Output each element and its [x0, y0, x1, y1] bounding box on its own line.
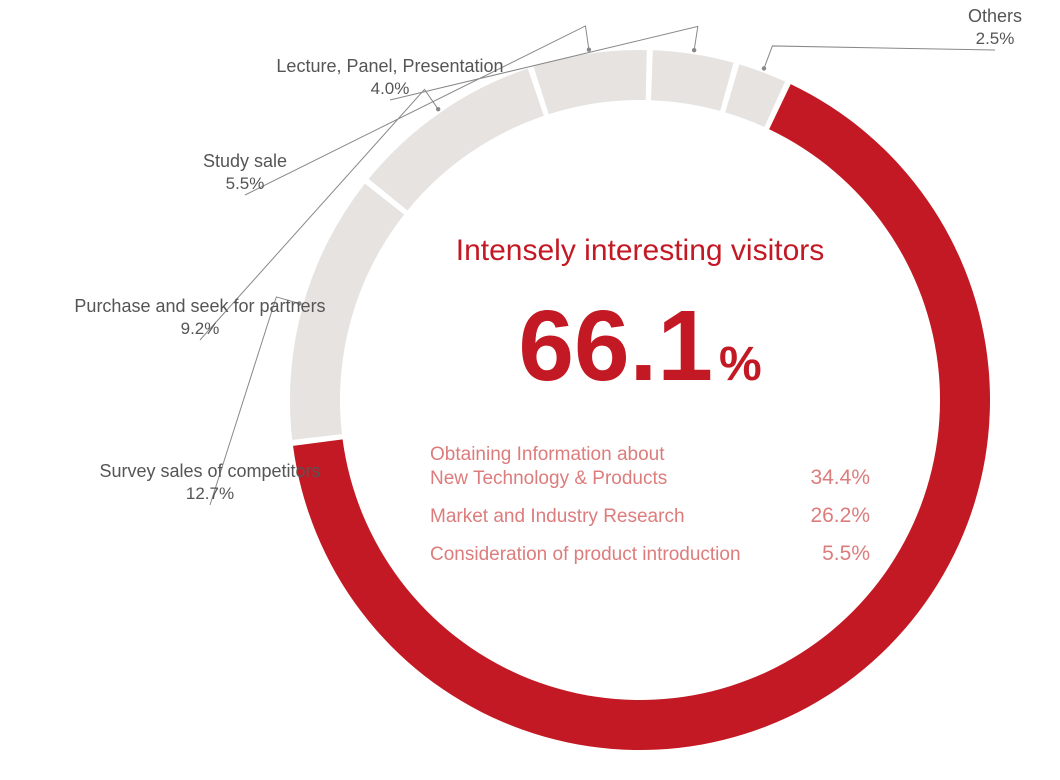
- breakdown-label: Market and Industry Research: [430, 506, 685, 527]
- outer-label-text: 9.2%: [181, 319, 220, 338]
- center-content: Intensely interesting visitors 66.1% Obtai…: [430, 234, 870, 565]
- breakdown-label: Consideration of product introduction: [430, 544, 741, 565]
- outer-label-text: Lecture, Panel, Presentation: [276, 56, 503, 76]
- outer-label-text: Survey sales of competitors: [99, 461, 320, 481]
- slice-products: [534, 50, 647, 114]
- center-value: 66.1%: [518, 290, 761, 402]
- center-title: Intensely interesting visitors: [456, 234, 825, 267]
- outer-label-text: 12.7%: [186, 484, 234, 503]
- breakdown-label: New Technology & Products: [430, 468, 667, 489]
- outer-label-text: Purchase and seek for partners: [74, 296, 325, 316]
- breakdown-value: 34.4%: [810, 466, 870, 489]
- outer-label-text: Others: [968, 6, 1022, 26]
- breakdown-value: 26.2%: [810, 504, 870, 527]
- outer-label-text: Study sale: [203, 151, 287, 171]
- outer-label-text: 4.0%: [371, 79, 410, 98]
- breakdown-label: Obtaining Information about: [430, 444, 665, 465]
- leader-line: [764, 46, 995, 68]
- slice-lecture: [651, 50, 734, 111]
- outer-label-text: 2.5%: [976, 29, 1015, 48]
- outer-label-text: 5.5%: [226, 174, 265, 193]
- breakdown-value: 5.5%: [822, 542, 870, 565]
- donut-chart: Survey sales of competitors 12.7% Purchase…: [0, 0, 1060, 780]
